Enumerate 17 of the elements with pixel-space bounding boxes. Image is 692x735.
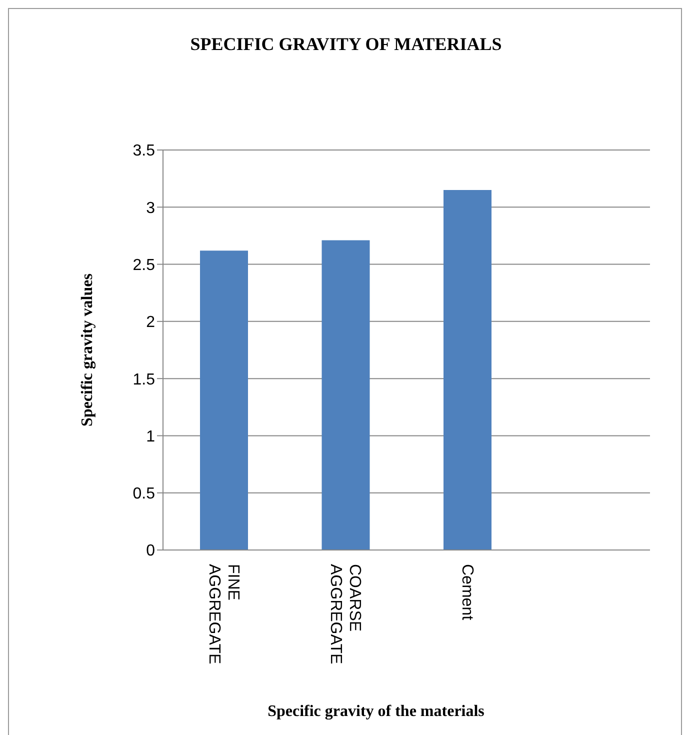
y-tick-label: 3.5 bbox=[132, 142, 156, 160]
y-axis-title: Specific gravity values bbox=[79, 274, 97, 426]
y-tick-label: 1.5 bbox=[132, 371, 156, 388]
bar bbox=[322, 240, 370, 550]
bar bbox=[444, 190, 492, 550]
bar bbox=[200, 250, 248, 550]
y-tick-label: 0.5 bbox=[132, 486, 156, 503]
y-tick-label: 3 bbox=[146, 200, 156, 217]
x-tick-label: Cement bbox=[458, 564, 476, 621]
y-tick-label: 0 bbox=[146, 542, 156, 560]
y-tick-label: 2 bbox=[146, 314, 156, 332]
x-tick-label: FINE AGGREGATE bbox=[205, 564, 242, 664]
chart-title: SPECIFIC GRAVITY OF MATERIALS bbox=[189, 34, 503, 55]
x-axis-title: Specific gravity of the materials bbox=[266, 703, 486, 721]
x-tick-label: COARSE AGGREGATE bbox=[327, 564, 364, 664]
y-tick-label: 1 bbox=[146, 428, 156, 446]
y-tick-label: 2.5 bbox=[132, 256, 156, 274]
